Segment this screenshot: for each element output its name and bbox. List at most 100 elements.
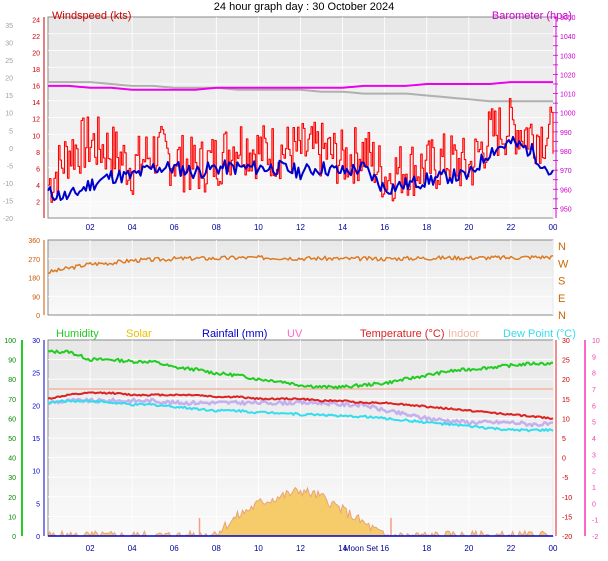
direction-tick-label: 180 — [28, 276, 40, 283]
temp-tick-label: 30 — [562, 338, 570, 345]
rain-tick-label: 20 — [32, 403, 40, 410]
time-tick-label: 12 — [296, 544, 305, 553]
outer-tick-label: 30 — [5, 41, 13, 48]
compass-label: N — [558, 310, 566, 322]
humidity-tick-label: 100 — [4, 338, 16, 345]
baro-tick-label: 1010 — [560, 92, 576, 99]
time-tick-label: 16 — [380, 223, 389, 232]
temp-tick-label: -10 — [562, 495, 572, 502]
temp-tick-label: 10 — [562, 416, 570, 423]
temp-tick-label: 15 — [562, 397, 570, 404]
legend-item: Temperature (°C) — [360, 328, 444, 340]
compass-label: S — [558, 276, 565, 288]
humidity-tick-label: 60 — [8, 416, 16, 423]
time-tick-label: 06 — [170, 223, 179, 232]
dewpoint-line — [47, 399, 554, 433]
temp-tick-label: 5 — [562, 436, 566, 443]
direction-tick-label: 270 — [28, 257, 40, 264]
time-tick-label: 02 — [86, 544, 95, 553]
humidity-tick-label: 90 — [8, 358, 16, 365]
wind-tick-label: 8 — [36, 150, 40, 157]
wind-tick-label: 14 — [32, 100, 40, 107]
time-tick-label: 22 — [506, 544, 515, 553]
baro-tick-label: 950 — [560, 206, 572, 213]
uv-band-line — [47, 397, 554, 428]
rain-tick-label: 30 — [32, 338, 40, 345]
legend-item: UV — [287, 328, 303, 340]
humidity-tick-label: 10 — [8, 514, 16, 521]
uv-tick-label: 8 — [592, 371, 596, 378]
time-tick-label: 16 — [380, 544, 389, 553]
rain-tick-label: 10 — [32, 469, 40, 476]
rain-tick-label: 0 — [36, 534, 40, 541]
uv-tick-label: -1 — [592, 518, 598, 525]
uv-tick-label: 7 — [592, 387, 596, 394]
time-tick-label: 14 — [338, 544, 347, 553]
time-tick-label: 10 — [254, 223, 263, 232]
rain-tick-label: 25 — [32, 371, 40, 378]
humidity-tick-label: 0 — [12, 534, 16, 541]
direction-tick-label: 0 — [36, 313, 40, 320]
uv-tick-label: -2 — [592, 534, 598, 541]
humidity-line — [47, 349, 554, 390]
uv-tick-label: 9 — [592, 354, 596, 361]
baro-tick-label: 980 — [560, 149, 572, 156]
direction-line — [47, 254, 554, 274]
time-tick-label: 14 — [338, 223, 347, 232]
humidity-tick-label: 30 — [8, 475, 16, 482]
temp-tick-label: 20 — [562, 377, 570, 384]
wind-tick-label: 20 — [32, 51, 40, 58]
humidity-tick-label: 50 — [8, 436, 16, 443]
temp-tick-label: -5 — [562, 475, 568, 482]
outer-tick-label: 0 — [9, 146, 13, 153]
outer-tick-label: 15 — [5, 93, 13, 100]
time-tick-label: 06 — [170, 544, 179, 553]
baro-tick-label: 1030 — [560, 53, 576, 60]
wind-tick-label: 4 — [36, 183, 40, 190]
temp-tick-label: 25 — [562, 358, 570, 365]
time-tick-label: 04 — [128, 223, 137, 232]
outer-tick-label: 20 — [5, 76, 13, 83]
outer-tick-label: 5 — [9, 128, 13, 135]
wind-tick-label: 10 — [32, 133, 40, 140]
temp-tick-label: 0 — [562, 456, 566, 463]
humidity-tick-label: 20 — [8, 495, 16, 502]
baro-axis-label: Barometer (hpa) — [492, 10, 572, 22]
uv-tick-label: 4 — [592, 436, 596, 443]
uv-tick-label: 3 — [592, 452, 596, 459]
baro-tick-label: 1000 — [560, 111, 576, 118]
outer-tick-label: 10 — [5, 111, 13, 118]
baro-tick-label: 990 — [560, 130, 572, 137]
temp-tick-label: -20 — [562, 534, 572, 541]
time-tick-label: 04 — [128, 544, 137, 553]
uv-tick-label: 5 — [592, 420, 596, 427]
moon-set-label: Moon Set — [344, 544, 379, 553]
legend-item: Solar — [126, 328, 152, 340]
uv-tick-label: 6 — [592, 403, 596, 410]
legend-item: Humidity — [56, 328, 99, 340]
time-tick-label: 10 — [254, 544, 263, 553]
outer-tick-label: 25 — [5, 58, 13, 65]
compass-label: N — [558, 241, 566, 253]
direction-tick-label: 90 — [32, 294, 40, 301]
baro-line — [48, 81, 553, 91]
legend-item: Dew Point (°C) — [503, 328, 576, 340]
wind-tick-label: 6 — [36, 166, 40, 173]
wind-tick-label: 24 — [32, 17, 40, 24]
wind-tick-label: 18 — [32, 67, 40, 74]
compass-label: W — [558, 258, 569, 270]
legend-item: Rainfall (mm) — [202, 328, 267, 340]
temp-tick-label: -15 — [562, 514, 572, 521]
outer-tick-label: -10 — [3, 181, 13, 188]
baro-tick-label: 1020 — [560, 72, 576, 79]
outer-tick-label: -20 — [3, 216, 13, 223]
compass-label: E — [558, 293, 565, 305]
legend-item: Indoor — [448, 328, 480, 340]
time-tick-label: 18 — [422, 544, 431, 553]
wind-line — [48, 97, 554, 203]
uv-tick-label: 10 — [592, 338, 600, 345]
baro-tick-label: 970 — [560, 168, 572, 175]
chart-title: 24 hour graph day : 30 October 2024 — [214, 1, 394, 13]
